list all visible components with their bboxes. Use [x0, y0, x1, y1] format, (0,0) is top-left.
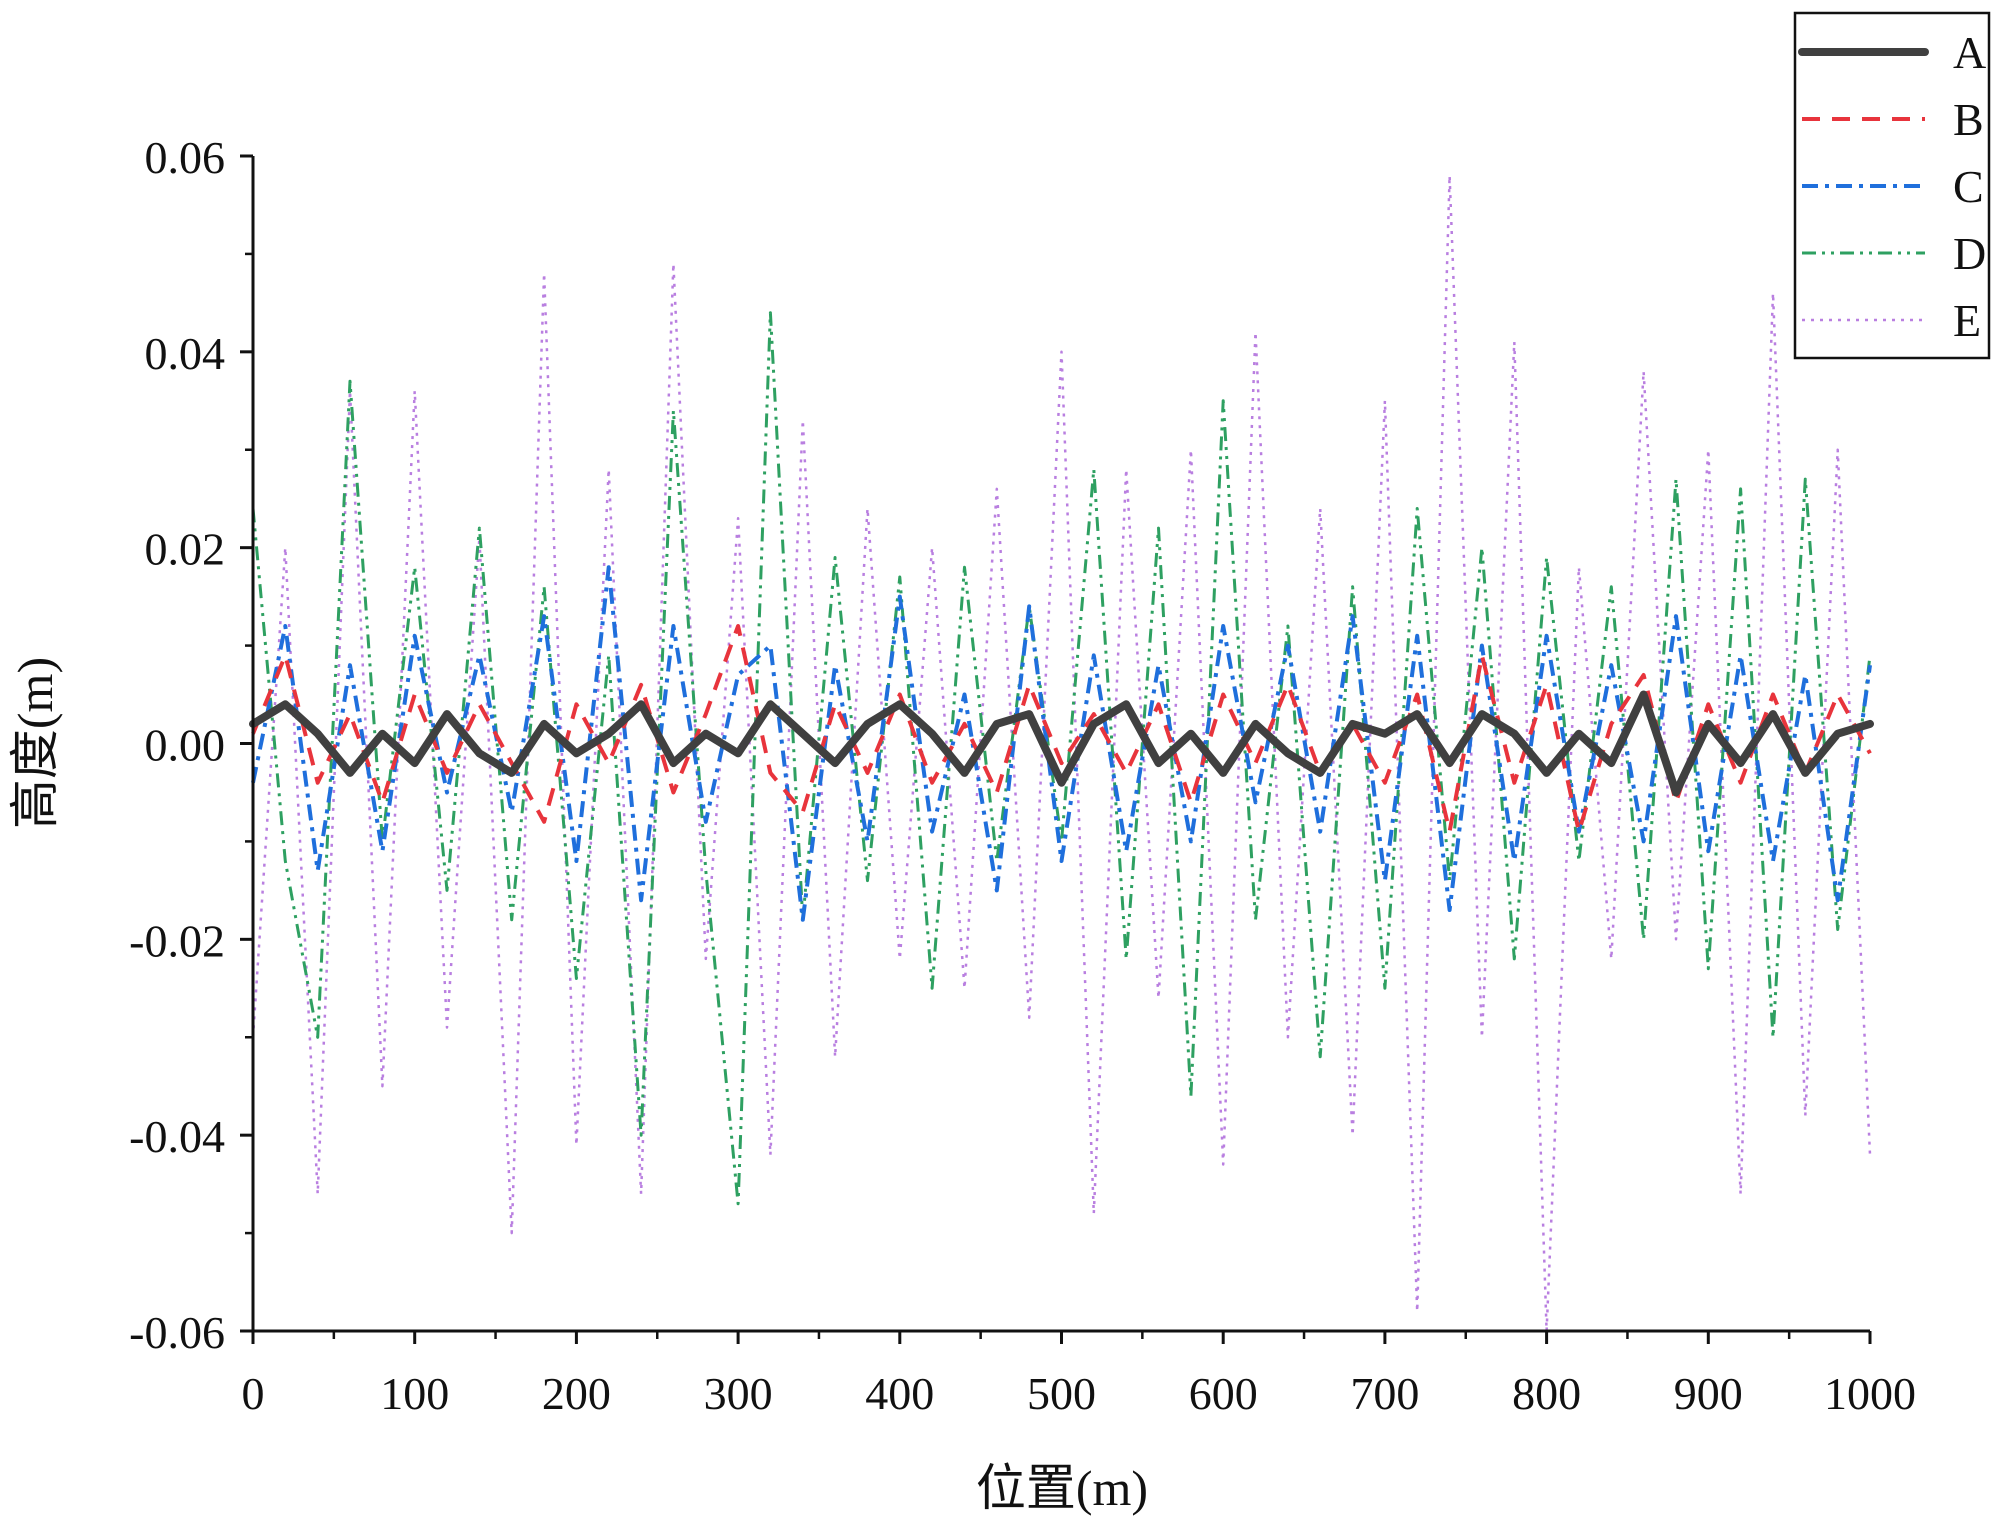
series-B-line	[251, 624, 1872, 834]
x-tick-label-900: 900	[1674, 1368, 1743, 1419]
legend-label-D: D	[1953, 228, 1986, 279]
y-tick-label--0.02: -0.02	[129, 915, 225, 966]
x-axis-title: 位置(m)	[976, 1460, 1148, 1516]
legend-label-E: E	[1953, 295, 1981, 346]
x-tick-label-300: 300	[704, 1368, 773, 1419]
series-A-line	[249, 690, 1874, 797]
x-ticks: 0 100 200 300 400 500 600 700 800 900 1000	[242, 1331, 1916, 1419]
x-tick-label-100: 100	[380, 1368, 449, 1419]
series-E-line	[251, 174, 1872, 1333]
legend-label-C: C	[1953, 161, 1984, 212]
legend-label-B: B	[1953, 94, 1984, 145]
x-tick-label-600: 600	[1189, 1368, 1258, 1419]
y-tick-label--0.06: -0.06	[129, 1307, 225, 1358]
y-tick-label-0.00: 0.00	[145, 720, 226, 771]
x-tick-label-200: 200	[542, 1368, 611, 1419]
x-tick-label-700: 700	[1350, 1368, 1419, 1419]
series-C-line	[251, 565, 1872, 922]
y-axis-title: 高度(m)	[7, 657, 63, 829]
x-tick-label-500: 500	[1027, 1368, 1096, 1419]
plot-lines	[249, 174, 1874, 1333]
x-tick-label-0: 0	[242, 1368, 265, 1419]
x-tick-label-400: 400	[865, 1368, 934, 1419]
x-tick-label-1000: 1000	[1824, 1368, 1916, 1419]
y-tick-label-0.06: 0.06	[145, 132, 226, 183]
series-D-line	[251, 311, 1872, 1206]
y-tick-label-0.04: 0.04	[145, 328, 226, 379]
y-ticks: 0.06 0.04 0.02 0.00 -0.02 -0.04 -0.06	[129, 132, 253, 1358]
y-tick-label--0.04: -0.04	[129, 1111, 225, 1162]
x-tick-label-800: 800	[1512, 1368, 1581, 1419]
y-tick-label-0.02: 0.02	[145, 524, 226, 575]
legend-label-A: A	[1953, 27, 1986, 78]
